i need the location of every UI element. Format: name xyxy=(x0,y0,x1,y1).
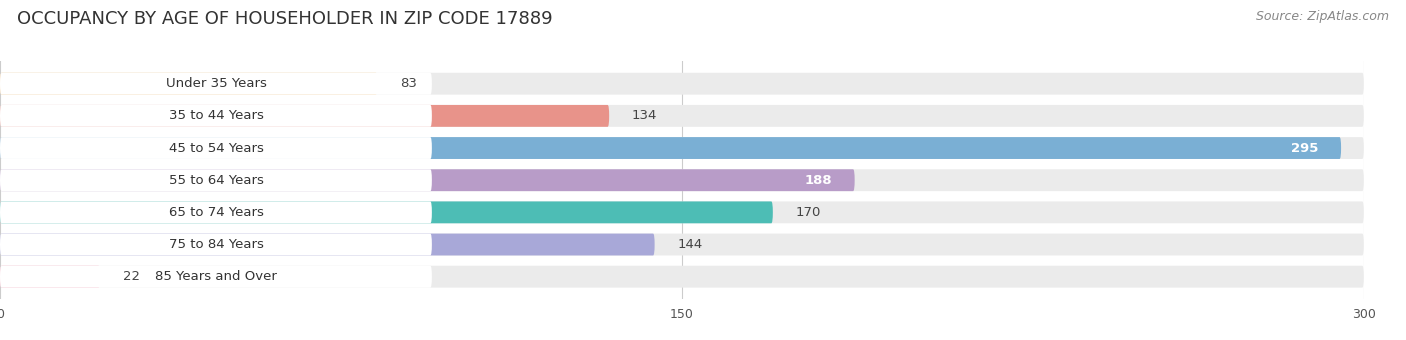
FancyBboxPatch shape xyxy=(0,266,1364,288)
FancyBboxPatch shape xyxy=(0,201,773,223)
Text: OCCUPANCY BY AGE OF HOUSEHOLDER IN ZIP CODE 17889: OCCUPANCY BY AGE OF HOUSEHOLDER IN ZIP C… xyxy=(17,10,553,28)
FancyBboxPatch shape xyxy=(0,105,1364,127)
FancyBboxPatch shape xyxy=(0,105,609,127)
FancyBboxPatch shape xyxy=(0,169,1364,191)
Text: Under 35 Years: Under 35 Years xyxy=(166,77,266,90)
FancyBboxPatch shape xyxy=(0,137,1364,159)
Text: 65 to 74 Years: 65 to 74 Years xyxy=(169,206,263,219)
FancyBboxPatch shape xyxy=(0,234,655,255)
FancyBboxPatch shape xyxy=(0,73,432,95)
FancyBboxPatch shape xyxy=(0,201,1364,223)
Text: 83: 83 xyxy=(401,77,418,90)
FancyBboxPatch shape xyxy=(0,234,432,255)
Text: 22: 22 xyxy=(122,270,139,283)
FancyBboxPatch shape xyxy=(0,169,432,191)
FancyBboxPatch shape xyxy=(0,73,1364,95)
FancyBboxPatch shape xyxy=(0,137,1341,159)
FancyBboxPatch shape xyxy=(0,169,855,191)
Text: 45 to 54 Years: 45 to 54 Years xyxy=(169,141,263,155)
Text: 75 to 84 Years: 75 to 84 Years xyxy=(169,238,263,251)
FancyBboxPatch shape xyxy=(0,105,432,127)
Text: 188: 188 xyxy=(804,174,832,187)
FancyBboxPatch shape xyxy=(0,234,1364,255)
Text: 55 to 64 Years: 55 to 64 Years xyxy=(169,174,263,187)
FancyBboxPatch shape xyxy=(0,266,432,288)
Text: Source: ZipAtlas.com: Source: ZipAtlas.com xyxy=(1256,10,1389,23)
Text: 85 Years and Over: 85 Years and Over xyxy=(155,270,277,283)
FancyBboxPatch shape xyxy=(0,73,377,95)
Text: 170: 170 xyxy=(796,206,821,219)
Text: 144: 144 xyxy=(678,238,703,251)
FancyBboxPatch shape xyxy=(0,266,100,288)
Text: 35 to 44 Years: 35 to 44 Years xyxy=(169,109,263,122)
Text: 134: 134 xyxy=(631,109,657,122)
Text: 295: 295 xyxy=(1291,141,1319,155)
FancyBboxPatch shape xyxy=(0,137,432,159)
FancyBboxPatch shape xyxy=(0,201,432,223)
